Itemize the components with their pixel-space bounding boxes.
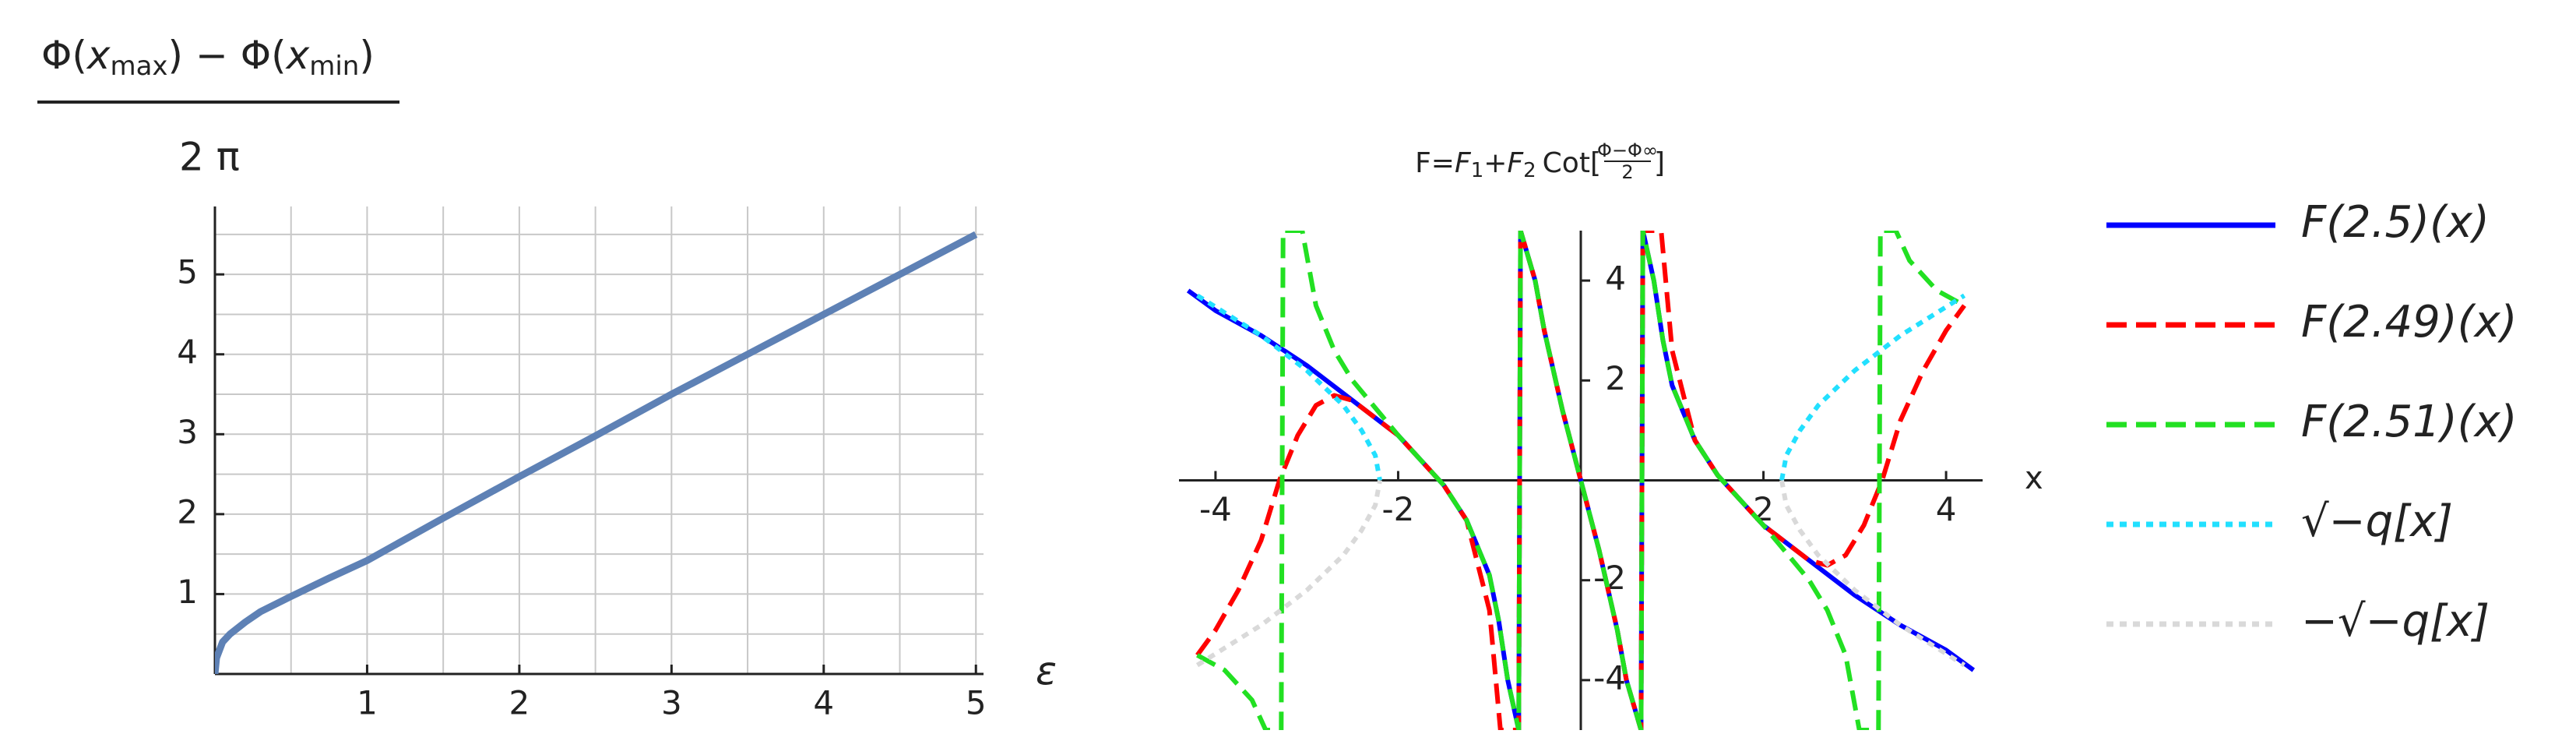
x-tick-label: 3 — [661, 684, 682, 722]
plot-area — [1186, 231, 1976, 730]
title-part: Cot[ — [1543, 147, 1601, 179]
x-tick-label: 5 — [966, 684, 987, 722]
label-part: Φ( — [41, 33, 87, 78]
data-line — [215, 231, 978, 674]
y-tick-label: -4 — [1593, 658, 1626, 697]
label-part: min — [309, 51, 359, 82]
label-part: max — [110, 51, 167, 82]
title-part: + — [1483, 147, 1507, 179]
label-part: ) − Φ( — [168, 33, 287, 78]
title-bracket: ] — [1654, 147, 1665, 179]
chart-title: F=F1+F2 Cot[ — [1415, 147, 1601, 182]
x-tick-label: 4 — [813, 684, 834, 722]
x-axis-label: ε — [1036, 649, 1057, 694]
x-tick-label: -2 — [1382, 490, 1415, 528]
legend-label: −√−q[x] — [2301, 596, 2490, 647]
data-line — [1195, 479, 1966, 668]
title-part: F — [1507, 147, 1524, 179]
label-part: x — [285, 33, 310, 78]
title-fraction-denominator: 2 — [1621, 161, 1633, 183]
title-part: F= — [1415, 147, 1455, 179]
legend-label: F(2.49)(x) — [2301, 297, 2517, 348]
label-part: x — [86, 33, 111, 78]
title-part: F — [1455, 147, 1472, 179]
legend-label: √−q[x] — [2301, 496, 2453, 547]
plot-area — [215, 231, 978, 674]
y-axis-label-numerator: Φ(xmax) − Φ(xmin) — [41, 33, 375, 82]
x-tick-label: 4 — [1936, 490, 1957, 528]
title-fraction-numerator: Φ−Φ∞ — [1597, 139, 1658, 161]
y-tick-label: 4 — [177, 333, 198, 371]
label-part: ) — [359, 33, 375, 78]
y-tick-label: 2 — [177, 492, 198, 531]
y-tick-label: 3 — [177, 413, 198, 451]
legend-label: F(2.5)(x) — [2301, 197, 2490, 248]
x-tick-label: 2 — [509, 684, 530, 722]
x-axis-label: x — [2025, 460, 2043, 496]
y-tick-label: 1 — [177, 573, 198, 611]
y-tick-label: 5 — [177, 253, 198, 291]
title-part: 1 — [1471, 159, 1484, 182]
x-tick-label: -4 — [1199, 490, 1232, 528]
legend-label: F(2.51)(x) — [2301, 397, 2517, 447]
y-axis-label-denominator: 2 π — [179, 135, 240, 180]
x-tick-label: 1 — [357, 684, 378, 722]
data-line — [1196, 231, 1965, 730]
y-tick-label: 4 — [1605, 259, 1626, 298]
title-part: 2 — [1523, 159, 1536, 182]
y-tick-label: 2 — [1605, 359, 1626, 397]
data-line — [1195, 293, 1966, 482]
